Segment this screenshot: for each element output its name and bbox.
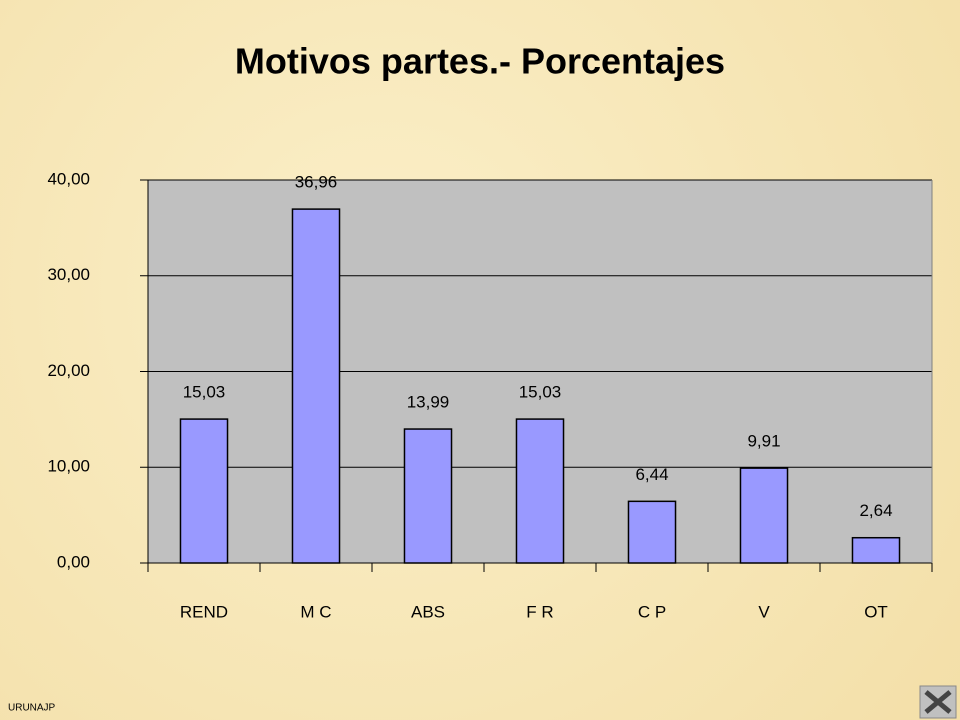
bar — [739, 467, 789, 564]
y-tick-label: 40,00 — [47, 169, 90, 188]
nav-button[interactable] — [919, 685, 957, 719]
bar — [403, 428, 453, 564]
value-label: 6,44 — [635, 465, 668, 484]
y-tick-label: 30,00 — [47, 265, 90, 284]
value-label: 15,03 — [519, 383, 562, 402]
x-tick-label: C P — [638, 602, 666, 621]
footer: URUNAJP — [8, 703, 56, 714]
x-tick-label: REND — [180, 602, 228, 621]
bar — [851, 536, 901, 564]
value-label: 2,64 — [859, 501, 892, 520]
value-label: 15,03 — [183, 383, 226, 402]
bar — [179, 418, 229, 564]
bar — [627, 500, 677, 564]
y-tick-label: 0,00 — [57, 552, 90, 571]
bar — [291, 208, 341, 564]
value-label: 9,91 — [747, 432, 780, 451]
value-label: 13,99 — [407, 393, 450, 412]
value-label: 36,96 — [295, 173, 338, 192]
nav-button-icon — [924, 690, 952, 714]
x-tick-label: M C — [300, 602, 331, 621]
x-tick-label: OT — [864, 602, 888, 621]
x-tick-label: F R — [526, 602, 553, 621]
chart-title: Motivos partes.- Porcentajes — [235, 41, 725, 82]
x-tick-label: V — [758, 602, 770, 621]
y-tick-label: 10,00 — [47, 457, 90, 476]
x-tick-label: ABS — [411, 602, 445, 621]
y-tick-label: 20,00 — [47, 361, 90, 380]
bar — [515, 418, 565, 564]
